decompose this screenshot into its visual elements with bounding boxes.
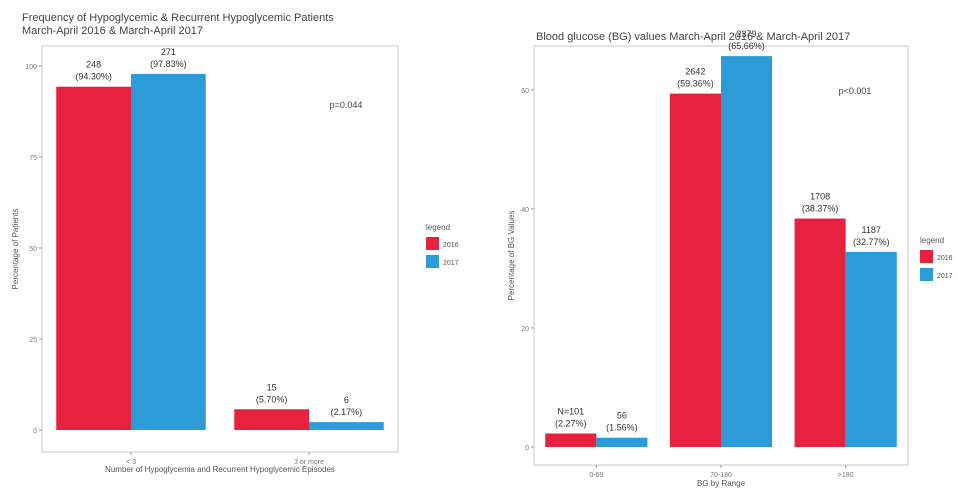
- x-axis-title: BG by Range: [697, 479, 746, 488]
- y-tick-label: 0: [33, 428, 37, 435]
- x-axis-title: Number of Hypoglycemia and Recurrent Hyp…: [105, 465, 335, 474]
- legend-title: legend: [426, 223, 450, 232]
- bar: [131, 73, 206, 430]
- y-tick-label: 50: [29, 246, 37, 253]
- bar-count-label: 248: [86, 60, 101, 70]
- bar-count-label: 2379: [737, 29, 757, 39]
- bar: [596, 437, 648, 447]
- y-tick-label: 100: [25, 64, 37, 71]
- chart-title-line: Blood glucose (BG) values March-April 20…: [536, 31, 851, 43]
- bar-percent-label: (1.56%): [606, 423, 638, 433]
- legend-label: 2017: [443, 260, 459, 267]
- bar-count-label: 1708: [810, 192, 830, 202]
- bar: [56, 86, 131, 431]
- p-value-annotation: p<0.001: [839, 86, 872, 96]
- bar-count-label: N=101: [557, 406, 584, 416]
- bar-count-label: 56: [617, 411, 627, 421]
- bar: [794, 218, 846, 447]
- p-value-annotation: p=0.044: [330, 100, 363, 110]
- y-tick-label: 75: [29, 155, 37, 162]
- y-axis-title: Percentage of BG Values: [507, 211, 516, 301]
- x-tick-label: 70-180: [710, 472, 732, 479]
- bar-count-label: 15: [267, 382, 277, 392]
- bar-percent-label: (59.36%): [677, 79, 714, 89]
- legend-swatch: [426, 237, 439, 250]
- legend-label: 2017: [937, 273, 953, 280]
- bar-percent-label: (97.83%): [150, 59, 187, 69]
- chart-right: Blood glucose (BG) values March-April 20…: [478, 0, 958, 492]
- legend-label: 2016: [937, 255, 953, 262]
- bar-percent-label: (2.27%): [555, 418, 587, 428]
- bar-percent-label: (2.17%): [331, 407, 363, 417]
- y-axis-title: Percentage of Patients: [11, 209, 20, 290]
- bar-chart-svg: 0 25 50 75 100 < 3 248 (94.30%) 271 (97.83%) 3 or …: [11, 45, 459, 474]
- chart-title: Frequency of Hypoglycemic & Recurrent Hy…: [22, 12, 334, 38]
- legend-swatch: [426, 255, 439, 268]
- bar-percent-label: (65.66%): [728, 41, 765, 51]
- bar-count-label: 6: [344, 395, 349, 405]
- x-tick-label: 3 or more: [294, 459, 324, 466]
- legend-label: 2016: [443, 242, 459, 249]
- legend-swatch: [920, 268, 933, 281]
- bar-count-label: 271: [161, 47, 176, 57]
- y-tick-label: 0: [525, 445, 529, 452]
- bar-count-label: 1187: [862, 225, 881, 235]
- bar: [721, 56, 773, 447]
- x-tick-label: >180: [838, 472, 854, 479]
- y-tick-label: 40: [521, 207, 529, 214]
- chart-title-line: Frequency of Hypoglycemic & Recurrent Hy…: [22, 12, 334, 24]
- legend-swatch: [920, 250, 933, 263]
- bar: [845, 251, 897, 447]
- chart-left: Frequency of Hypoglycemic & Recurrent Hy…: [0, 0, 475, 492]
- bar: [309, 422, 384, 430]
- chart-subtitle-line: March-April 2016 & March-April 2017: [22, 25, 203, 37]
- bar-count-label: 2642: [685, 67, 705, 77]
- bar: [669, 93, 721, 448]
- x-tick-label: < 3: [126, 459, 136, 466]
- bar-percent-label: (5.70%): [256, 394, 288, 404]
- bar: [545, 433, 597, 447]
- y-tick-label: 25: [29, 337, 37, 344]
- x-tick-label: 0-69: [589, 472, 603, 479]
- chart-title: Blood glucose (BG) values March-April 20…: [536, 31, 850, 44]
- bar: [234, 409, 309, 430]
- legend-title: legend: [920, 236, 944, 245]
- y-tick-label: 60: [521, 88, 529, 95]
- bar-percent-label: (38.37%): [802, 204, 839, 214]
- bar-chart-svg: 0 20 40 60 0-69 N=101 (2.27%) 56 (1.56%) 70-180 26…: [507, 29, 953, 488]
- bar-percent-label: (94.30%): [75, 72, 112, 82]
- y-tick-label: 20: [521, 326, 529, 333]
- bar-percent-label: (32.77%): [853, 237, 890, 247]
